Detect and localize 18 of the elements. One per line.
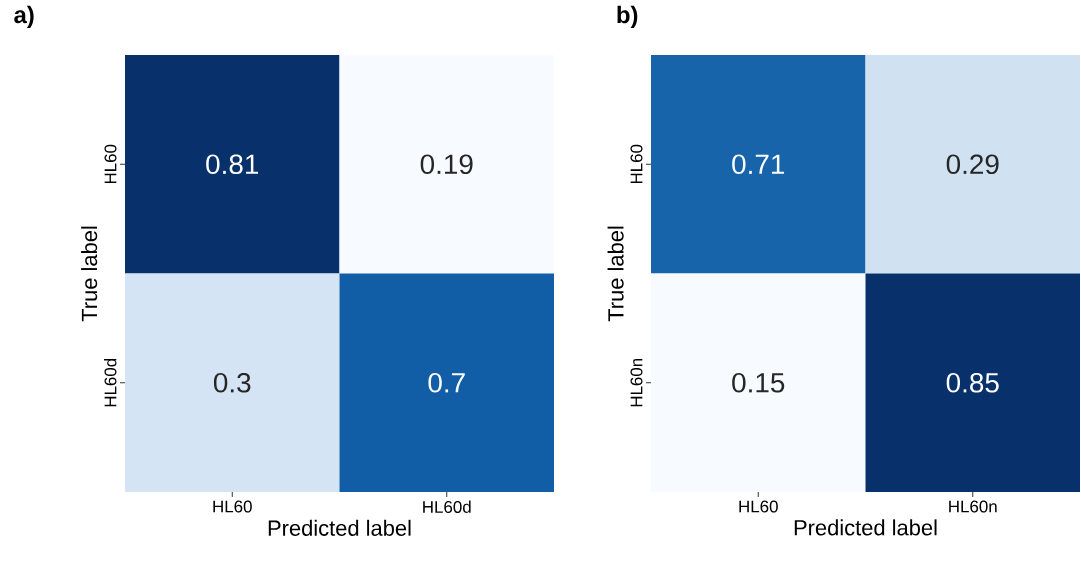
y-axis-title: True label (607, 226, 624, 322)
x-tick-label: HL60n (949, 500, 997, 513)
x-tick-label: HL60d (423, 500, 471, 513)
data-label: 0.29 (946, 154, 999, 175)
x-tick-label: HL60 (213, 500, 252, 513)
data-label: 0.71 (732, 154, 785, 175)
chart-title: a) (14, 5, 34, 29)
data-label: 0.7 (428, 372, 465, 393)
data-label: 0.3 (213, 372, 251, 393)
x-axis-title: Predicted label (794, 519, 937, 536)
data-label: 0.85 (946, 372, 999, 393)
x-axis-title: Predicted label (268, 519, 411, 536)
y-axis-title: True label (81, 226, 98, 322)
chart-title: b) (617, 5, 638, 29)
data-label: 0.81 (206, 154, 259, 175)
x-tick-label: HL60 (739, 500, 778, 513)
data-label: 0.15 (732, 372, 785, 393)
data-label: 0.19 (420, 154, 473, 175)
